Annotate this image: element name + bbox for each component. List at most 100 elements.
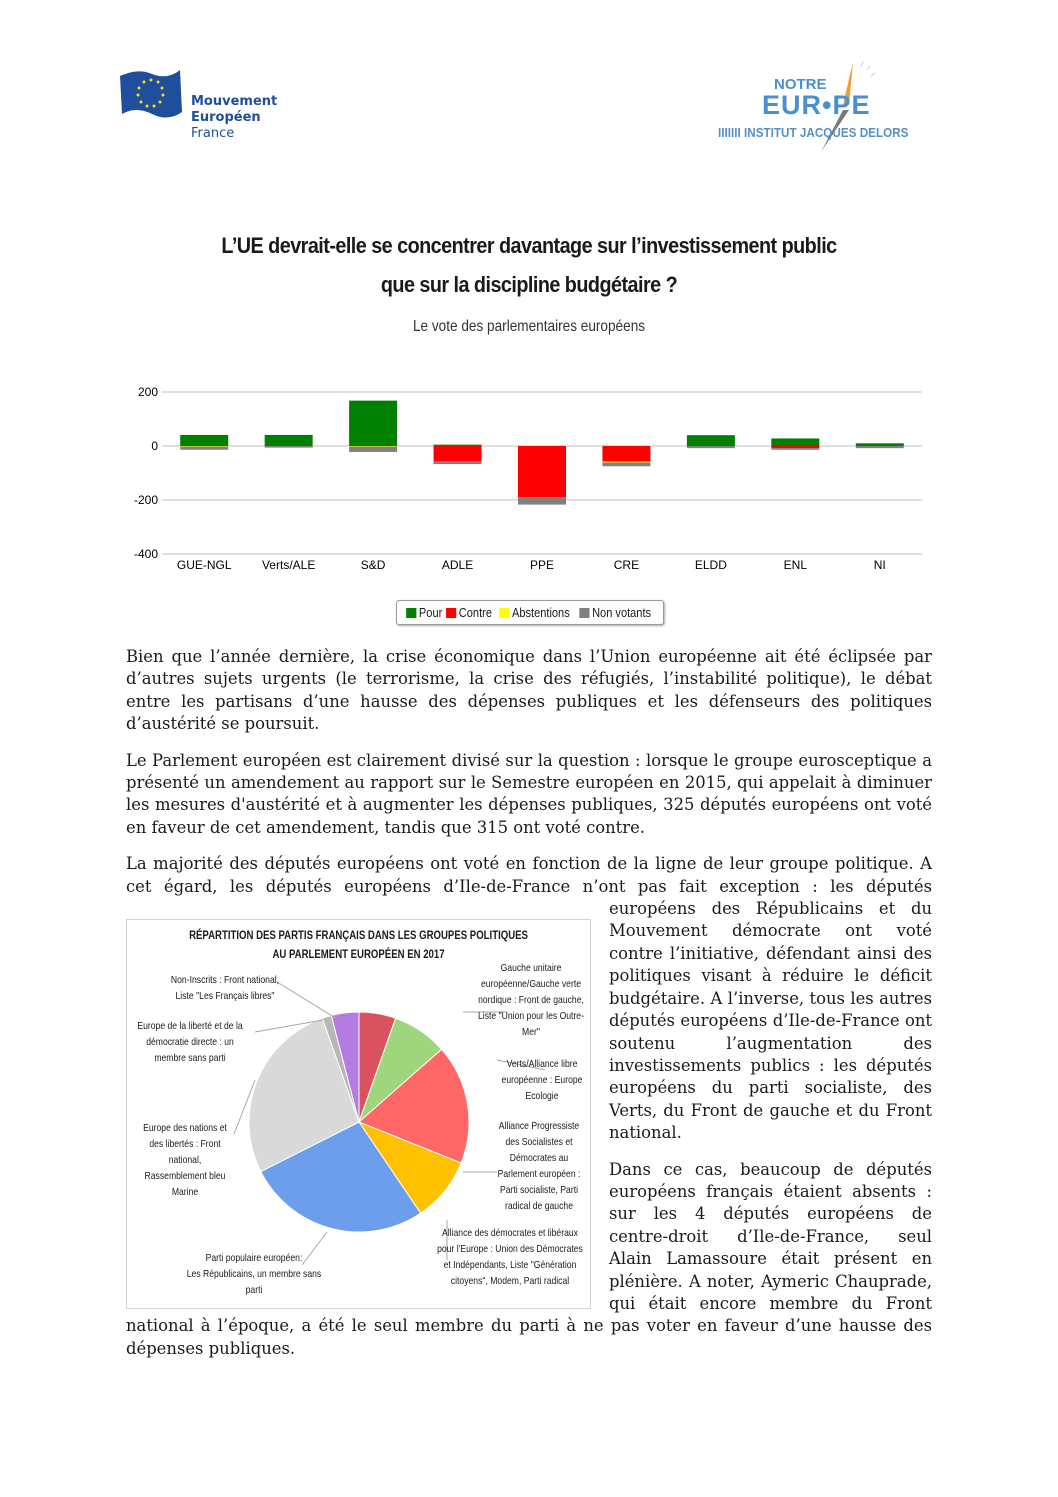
pie-slice — [248, 1017, 360, 1173]
pie-label-line: Liste "Union pour les Outre- — [478, 1010, 584, 1023]
bar-segment-non-votants — [771, 448, 820, 450]
bar-segment-pour — [349, 400, 398, 446]
legend-item[interactable]: Pour — [405, 605, 442, 620]
compass-needle-icon — [821, 61, 876, 152]
pie-label-line: Verts/Alliance libre — [506, 1058, 578, 1071]
bar-segment-pour — [180, 434, 229, 446]
pie-chart-box: RÉPARTITION DES PARTIS FRANÇAIS DANS LES… — [126, 919, 591, 1310]
pie-label-line: Alliance Progressiste — [498, 1120, 580, 1133]
pie-label: Alliance Progressiste des Socialistes et D… — [449, 1118, 629, 1214]
pie-slice — [260, 1121, 422, 1233]
pie-label: Parti populaire européen: Les Républicain… — [164, 1250, 344, 1298]
pie-title-line: AU PARLEMENT EUROPÉEN EN 2017 — [272, 947, 445, 962]
legend-item[interactable]: Abstentions — [499, 605, 570, 620]
title-line: que sur la discipline budgétaire ? — [380, 272, 678, 297]
pie-label: Europe des nations et des libertés : Fron… — [95, 1120, 275, 1200]
pie-label-line: Europe des nations et — [143, 1122, 227, 1135]
pie-label-line: Mer" — [522, 1026, 540, 1039]
pie-label-line: Parti populaire européen: — [205, 1252, 303, 1265]
pie-chart — [233, 981, 546, 1266]
paragraph: Dans ce cas, beaucoup de députés europée… — [126, 1159, 932, 1358]
x-tick-label: NI — [874, 558, 886, 572]
eu-flag-icon — [120, 70, 182, 118]
logo-mouvement-europeen: Mouvement Européen France — [118, 68, 298, 148]
pie-label-line: Parlement européen : — [497, 1168, 581, 1181]
pie-label-line: des libertés : Front — [149, 1138, 221, 1151]
pie-label: Verts/Alliance libre européenne : Europe E… — [452, 1056, 632, 1104]
chart-legend: Pour Contre Abstentions Non votants — [396, 600, 664, 625]
paragraph: La majorité des députés européens ont vo… — [126, 854, 932, 1143]
x-tick-label: S&D — [361, 558, 386, 572]
bar-segment-non-votants — [686, 446, 735, 449]
pie-label-line: Liste "Les Français libres" — [175, 990, 275, 1003]
bar-segment-non-votants — [264, 446, 313, 448]
paragraph: Le Parlement européen est clairement div… — [126, 750, 932, 837]
pie-label-line: Les Républicains, un membre sans — [186, 1268, 322, 1281]
bar-segment-contre — [771, 446, 820, 449]
logo-text: NOTRE — [774, 76, 827, 93]
bar-segment-contre — [433, 446, 482, 462]
bar-segment-non-votants — [855, 446, 904, 449]
pie-label-line: membre sans parti — [154, 1052, 226, 1065]
logo-text: EUR•PE — [762, 90, 871, 120]
x-tick-label: CRE — [614, 558, 639, 572]
bar-segment-non-votants — [518, 497, 566, 505]
legend-swatch — [499, 607, 510, 618]
chart-subtitle: Le vote des parlementaires européens — [412, 318, 646, 335]
bar-segment-pour — [433, 444, 482, 446]
pie-label-line: Alliance des démocrates et libéraux — [442, 1227, 578, 1240]
y-tick-label: -400 — [134, 547, 158, 561]
vote-bar-chart: 200 0 -200 -400 GUE-NGL Verts/ALE S&D ADLE PPE CR… — [134, 385, 922, 572]
bar-segment-non-votants — [433, 461, 482, 465]
bar-segment-contre — [518, 446, 566, 498]
bar-segment-abstentions — [602, 461, 651, 463]
logo-text: Mouvement — [191, 94, 278, 109]
article-body: Bien que l’année dernière, la crise écon… — [126, 646, 932, 1374]
legend-swatch — [446, 607, 457, 618]
pie-label-line: nordique : Front de gauche, — [478, 994, 584, 1007]
pie-label-line: Gauche unitaire — [500, 962, 562, 975]
legend-item[interactable]: Non votants — [579, 605, 651, 620]
pie-title: RÉPARTITION DES PARTIS FRANÇAIS DANS LES… — [173, 926, 543, 964]
logo-notre-europe: NOTRE EUR•PE IIIIIII INSTITUT JACQUES DE… — [718, 60, 943, 155]
pie-label-line: démocratie directe : un — [146, 1036, 234, 1049]
legend-item[interactable]: Contre — [446, 605, 492, 620]
logo-text: Européen — [191, 110, 261, 125]
bar-segment-pour — [771, 438, 820, 446]
bar-segment-non-votants — [602, 462, 651, 467]
legend-label: Abstentions — [512, 605, 570, 620]
bar-segment-pour — [264, 434, 313, 446]
legend-label: Non votants — [592, 605, 652, 620]
x-tick-label: ELDD — [695, 558, 727, 572]
leader-line — [233, 1080, 256, 1135]
leader-line — [301, 1231, 328, 1266]
logo-text: France — [191, 126, 235, 141]
bar-segment-non-votants — [180, 446, 229, 450]
logo-text: IIIIIII INSTITUT JACQUES DELORS — [718, 125, 909, 140]
pie-label-line: radical de gauche — [505, 1200, 573, 1213]
leader-line — [276, 981, 338, 1020]
pie-label-line: Europe de la liberté et de la — [137, 1020, 243, 1033]
pie-title-line: RÉPARTITION DES PARTIS FRANÇAIS DANS LES… — [189, 928, 528, 943]
pie-label-line: pour l'Europe : Union des Démocrates — [437, 1243, 583, 1256]
legend-label: Contre — [458, 605, 493, 620]
pie-label: Europe de la liberté et de la démocratie … — [100, 1018, 280, 1066]
pie-label: Non-Inscrits : Front national, Liste "Les… — [135, 972, 315, 1004]
bar-segment-non-votants — [349, 446, 398, 452]
pie-label-line: Rassemblement bleu — [144, 1170, 226, 1183]
bar-segment-pour — [855, 443, 904, 446]
pie-label-line: Ecologie — [525, 1090, 559, 1103]
pie-label: Gauche unitaire européenne/Gauche verte no… — [441, 960, 621, 1040]
pie-label-line: parti — [245, 1284, 263, 1297]
pie-slice — [358, 1048, 470, 1164]
legend-swatch — [405, 607, 416, 618]
y-tick-label: -200 — [134, 493, 158, 507]
x-tick-label: GUE-NGL — [177, 558, 232, 572]
pie-label-line: citoyens", Modem, Parti radical — [450, 1275, 570, 1288]
legend-label: Pour — [418, 605, 442, 620]
leader-line — [254, 1019, 324, 1033]
title-line: L’UE devrait-elle se concentrer davantag… — [221, 233, 837, 258]
page-title: L’UE devrait-elle se concentrer davantag… — [166, 226, 891, 304]
pie-label-line: national, — [168, 1154, 202, 1167]
y-tick-label: 200 — [138, 385, 158, 399]
